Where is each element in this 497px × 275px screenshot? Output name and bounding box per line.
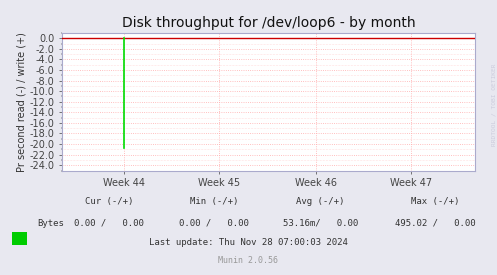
Text: 53.16m/   0.00: 53.16m/ 0.00 <box>283 219 358 228</box>
Text: Max (-/+): Max (-/+) <box>411 197 459 206</box>
Title: Disk throughput for /dev/loop6 - by month: Disk throughput for /dev/loop6 - by mont… <box>122 16 415 31</box>
Text: Munin 2.0.56: Munin 2.0.56 <box>219 256 278 265</box>
Text: 495.02 /   0.00: 495.02 / 0.00 <box>395 219 475 228</box>
Text: Last update: Thu Nov 28 07:00:03 2024: Last update: Thu Nov 28 07:00:03 2024 <box>149 238 348 247</box>
Text: Avg (-/+): Avg (-/+) <box>296 197 345 206</box>
Text: 0.00 /   0.00: 0.00 / 0.00 <box>179 219 248 228</box>
Y-axis label: Pr second read (-) / write (+): Pr second read (-) / write (+) <box>16 32 26 172</box>
Text: Cur (-/+): Cur (-/+) <box>85 197 134 206</box>
Text: RRDTOOL / TOBI OETIKER: RRDTOOL / TOBI OETIKER <box>491 63 496 146</box>
Text: Bytes: Bytes <box>37 219 64 228</box>
Text: 0.00 /   0.00: 0.00 / 0.00 <box>75 219 144 228</box>
Text: Min (-/+): Min (-/+) <box>189 197 238 206</box>
